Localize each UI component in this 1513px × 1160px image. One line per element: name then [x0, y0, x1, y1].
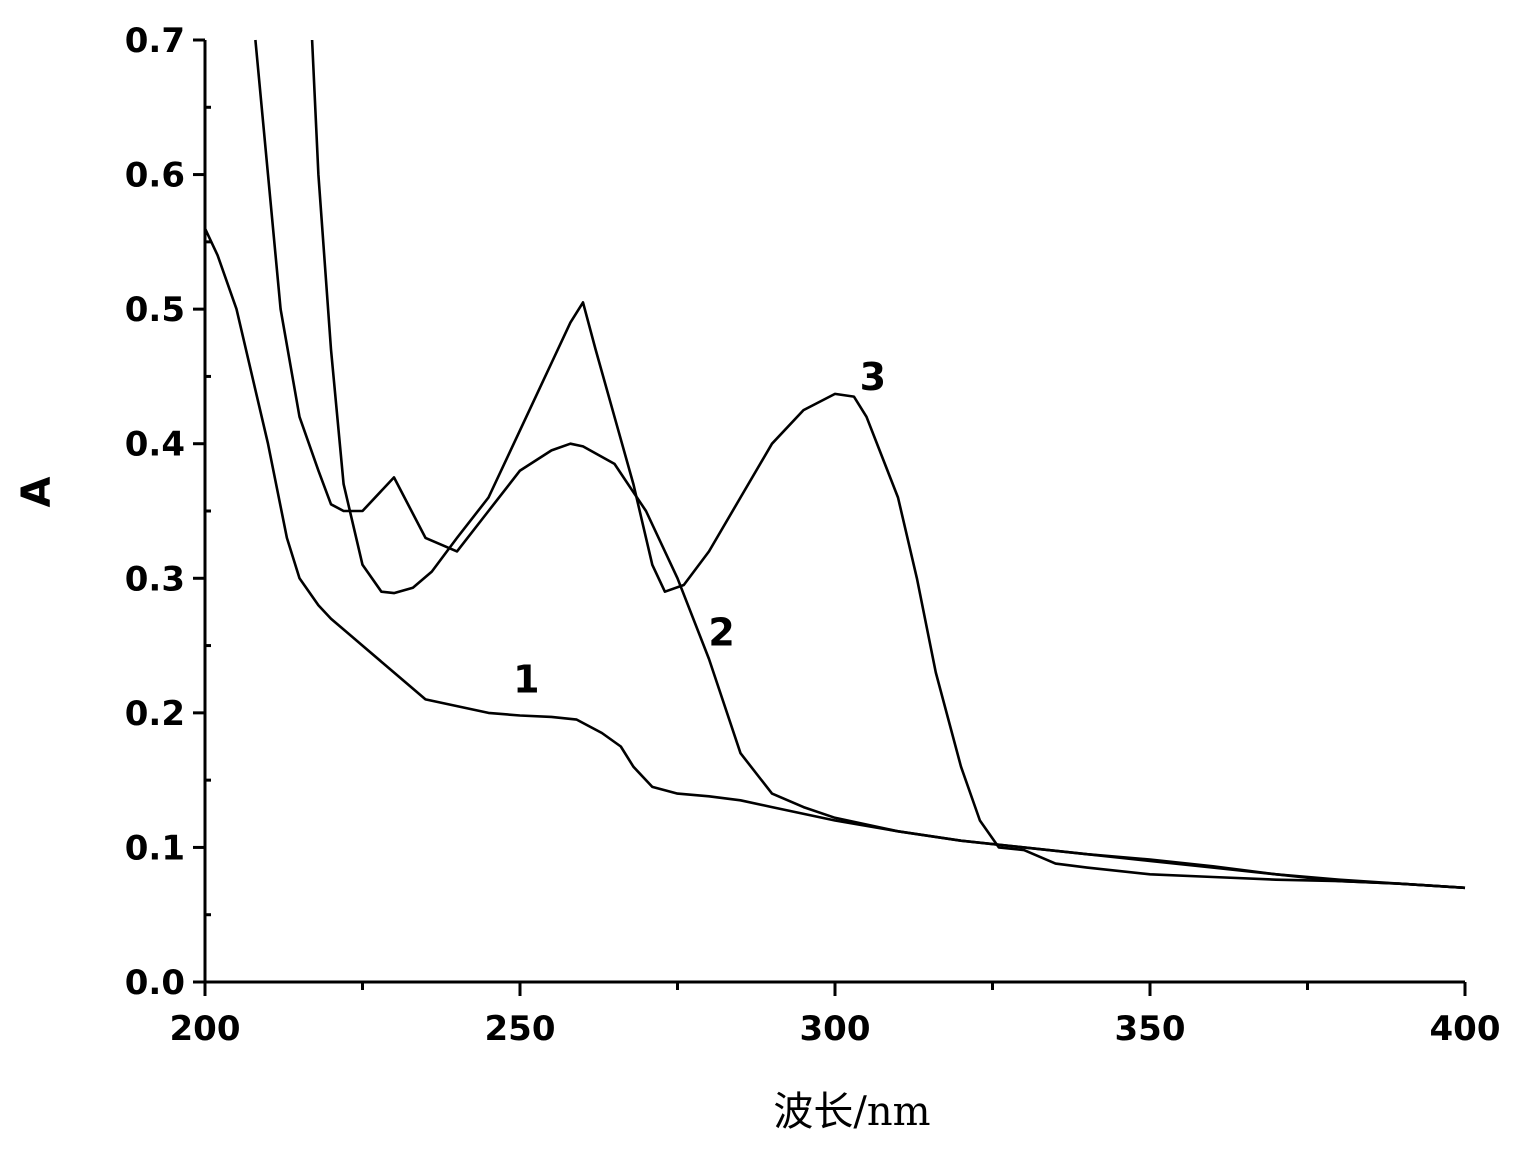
x-axis-title: 波长/nm — [773, 1089, 930, 1135]
series-line-1 — [203, 227, 1466, 890]
axes: 0.0 0.1 0.2 0.3 0.4 0.5 0.6 0.7 200 250 300 350 400 — [125, 21, 1501, 1049]
x-tick-label: 400 — [1430, 1009, 1501, 1049]
y-tick-label: 0.7 — [125, 21, 185, 61]
y-tick-label: 0.5 — [125, 290, 185, 330]
y-tick-label: 0.1 — [125, 828, 185, 868]
series-group — [203, 39, 1466, 890]
y-tick-label: 0.6 — [125, 156, 185, 196]
x-tick-label: 250 — [485, 1009, 556, 1049]
x-tick-label: 200 — [170, 1009, 241, 1049]
curve-label-3: 3 — [860, 355, 886, 399]
y-tick-label: 0.4 — [125, 425, 185, 465]
curve-label-1: 1 — [513, 658, 539, 702]
y-tick-label: 0.3 — [125, 559, 185, 599]
y-axis-title: A — [14, 476, 60, 507]
y-tick-label: 0.0 — [125, 963, 185, 1003]
y-tick-label: 0.2 — [125, 694, 185, 734]
curve-labels: 1 2 3 — [513, 355, 886, 702]
x-tick-label: 300 — [800, 1009, 871, 1049]
x-tick-label: 350 — [1115, 1009, 1186, 1049]
curve-label-2: 2 — [708, 611, 734, 655]
series-line-3 — [310, 39, 1466, 890]
series-line-2 — [254, 39, 1466, 890]
